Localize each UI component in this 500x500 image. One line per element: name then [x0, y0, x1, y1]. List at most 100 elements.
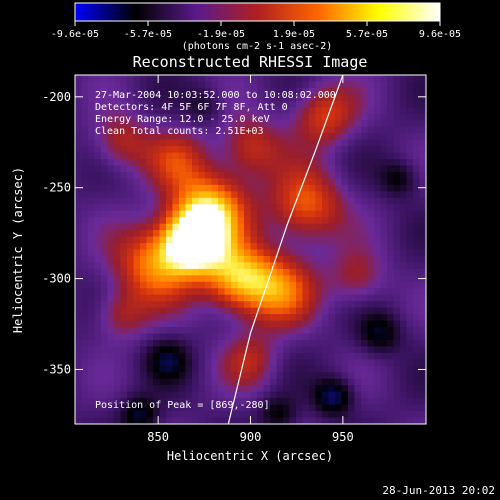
heatmap-cell — [387, 268, 395, 276]
heatmap-cell — [166, 191, 174, 199]
heatmap-cell — [328, 346, 336, 354]
heatmap-cell — [341, 411, 349, 419]
heatmap-cell — [244, 236, 252, 244]
heatmap-cell — [224, 126, 232, 134]
heatmap-cell — [224, 152, 232, 160]
heatmap-cell — [218, 113, 226, 121]
heatmap-cell — [218, 75, 226, 83]
heatmap-cell — [179, 223, 187, 231]
heatmap-cell — [218, 275, 226, 283]
heatmap-cell — [101, 294, 109, 302]
heatmap-cell — [289, 301, 297, 309]
heatmap-cell — [114, 133, 122, 141]
heatmap-cell — [302, 204, 310, 212]
heatmap-cell — [296, 281, 304, 289]
heatmap-cell — [224, 314, 232, 322]
heatmap-cell — [309, 210, 317, 218]
heatmap-cell — [400, 262, 408, 270]
heatmap-cell — [354, 385, 362, 393]
heatmap-cell — [231, 385, 239, 393]
heatmap-cell — [224, 262, 232, 270]
heatmap-cell — [387, 236, 395, 244]
heatmap-cell — [328, 372, 336, 380]
heatmap-cell — [250, 255, 258, 264]
heatmap-cell — [374, 107, 382, 115]
heatmap-cell — [166, 288, 174, 296]
heatmap-cell — [302, 100, 310, 108]
heatmap-cell — [127, 107, 135, 115]
heatmap-cell — [179, 184, 187, 192]
heatmap-cell — [159, 178, 167, 186]
heatmap-cell — [166, 411, 174, 419]
heatmap-cell — [380, 346, 388, 354]
heatmap-cell — [322, 146, 330, 154]
heatmap-cell — [341, 171, 349, 179]
heatmap-cell — [237, 75, 245, 83]
heatmap-cell — [276, 210, 284, 218]
heatmap-cell — [218, 178, 226, 186]
heatmap-cell — [133, 178, 141, 186]
heatmap-cell — [198, 281, 206, 289]
heatmap-cell — [406, 385, 414, 393]
heatmap-cell — [380, 171, 388, 179]
heatmap-cell — [315, 262, 323, 270]
heatmap-cell — [172, 411, 180, 419]
heatmap-cell — [393, 391, 401, 399]
heatmap-cell — [127, 365, 135, 373]
heatmap-cell — [361, 417, 369, 424]
heatmap-cell — [107, 294, 115, 302]
heatmap-cell — [94, 120, 102, 128]
heatmap-cell — [283, 191, 291, 199]
heatmap-cell — [114, 165, 122, 173]
heatmap-cell — [289, 146, 297, 154]
heatmap-cell — [120, 346, 128, 354]
heatmap-cell — [419, 178, 426, 186]
heatmap-cell — [133, 165, 141, 173]
heatmap-cell — [250, 262, 258, 270]
heatmap-cell — [244, 294, 252, 302]
heatmap-cell — [159, 385, 167, 393]
heatmap-cell — [146, 307, 154, 315]
heatmap-cell — [419, 94, 426, 102]
heatmap-cell — [153, 146, 161, 154]
heatmap-cell — [166, 236, 174, 244]
heatmap-cell — [146, 243, 154, 251]
heatmap-cell — [198, 359, 206, 367]
heatmap-cell — [263, 159, 271, 167]
heatmap-cell — [205, 243, 213, 251]
heatmap-cell — [367, 359, 375, 367]
heatmap-cell — [114, 113, 122, 121]
heatmap-cell — [218, 378, 226, 386]
heatmap-cell — [88, 391, 96, 399]
heatmap-cell — [367, 191, 375, 199]
heatmap-cell — [114, 268, 122, 276]
heatmap-cell — [387, 210, 395, 218]
heatmap-cell — [367, 87, 375, 95]
heatmap-cell — [218, 100, 226, 108]
heatmap-cell — [153, 391, 161, 399]
heatmap-cell — [406, 288, 414, 296]
heatmap-cell — [263, 165, 271, 173]
heatmap-cell — [348, 107, 356, 115]
heatmap-cell — [341, 346, 349, 354]
heatmap-cell — [237, 217, 245, 225]
heatmap-cell — [81, 404, 89, 412]
heatmap-cell — [211, 113, 219, 121]
heatmap-cell — [354, 159, 362, 167]
heatmap-cell — [166, 107, 174, 115]
heatmap-cell — [341, 404, 349, 412]
heatmap-cell — [192, 398, 200, 406]
heatmap-cell — [335, 249, 343, 257]
heatmap-cell — [361, 210, 369, 218]
heatmap-cell — [276, 191, 284, 199]
heatmap-cell — [81, 223, 89, 231]
heatmap-cell — [328, 94, 336, 102]
heatmap-cell — [302, 146, 310, 154]
heatmap-cell — [198, 333, 206, 341]
heatmap-cell — [374, 81, 382, 89]
heatmap-cell — [101, 126, 109, 134]
heatmap-cell — [419, 191, 426, 199]
heatmap-cell — [211, 301, 219, 309]
heatmap-cell — [348, 139, 356, 147]
heatmap-cell — [166, 204, 174, 212]
